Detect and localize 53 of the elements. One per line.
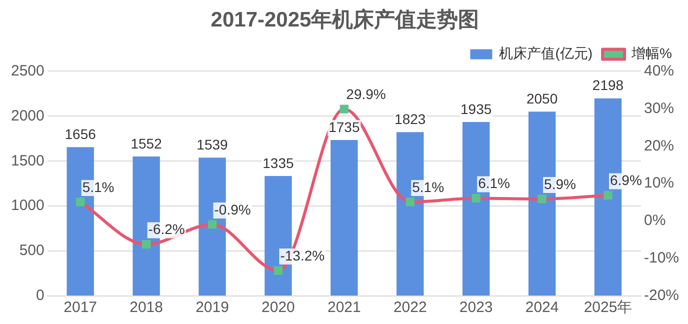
data-label: 1735 <box>328 118 360 135</box>
point <box>340 104 349 114</box>
legend-label: 增幅% <box>630 45 672 62</box>
y2-tick-label: 0% <box>644 212 666 230</box>
x-tick-label: 2020 <box>262 299 295 316</box>
data-label: 5.1% <box>82 178 114 195</box>
bar <box>330 140 358 296</box>
x-tick-label: 2021 <box>327 299 361 316</box>
y-tick-label: 0 <box>36 287 44 304</box>
x-tick-label: 2025年 <box>584 299 632 316</box>
legend-label: 机床产值(亿元) <box>499 45 593 62</box>
x-tick-label: 2017 <box>64 299 98 316</box>
y2-tick-label: 10% <box>644 174 674 192</box>
data-label: 6.1% <box>478 175 510 192</box>
point <box>274 266 283 275</box>
data-label: 1335 <box>262 154 294 171</box>
y-tick-label: 2000 <box>10 107 44 124</box>
data-label: -0.9% <box>214 201 251 218</box>
y2-tick-label: -20% <box>644 287 680 304</box>
y-tick-label: 1000 <box>10 197 44 214</box>
x-tick-label: 2019 <box>196 299 229 316</box>
y2-tick-label: 30% <box>644 100 674 117</box>
point <box>76 198 85 206</box>
data-label: 5.1% <box>412 178 444 195</box>
point <box>142 240 151 249</box>
data-label: -13.2% <box>280 247 325 264</box>
data-label: 5.9% <box>544 176 576 192</box>
x-tick-label: 2018 <box>130 299 163 316</box>
data-label: -6.2% <box>148 221 185 238</box>
y-tick-label: 1500 <box>10 152 44 170</box>
y-tick-label: 500 <box>19 242 44 260</box>
data-label: 2198 <box>592 77 624 94</box>
chart-title: 2017-2025年机床产值走势图 <box>210 7 480 32</box>
data-label: 1823 <box>394 110 426 127</box>
data-label: 1935 <box>460 100 492 117</box>
data-label: 29.9% <box>346 86 386 102</box>
point <box>472 194 480 203</box>
data-label: 2050 <box>526 90 558 107</box>
data-label: 6.9% <box>610 172 642 188</box>
x-tick-label: 2022 <box>393 299 427 316</box>
y2-tick-label: 20% <box>644 137 674 154</box>
point <box>208 220 217 229</box>
x-tick-label: 2023 <box>459 299 493 316</box>
y-tick-label: 2500 <box>10 62 44 80</box>
point <box>538 194 546 204</box>
point <box>406 198 414 206</box>
y2-tick-label: -10% <box>644 250 680 267</box>
x-tick-label: 2024 <box>525 299 559 316</box>
y2-tick-label: 40% <box>644 62 674 80</box>
point <box>604 190 612 200</box>
data-label: 1552 <box>130 135 162 152</box>
data-label: 1656 <box>64 126 96 142</box>
data-label: 1539 <box>196 136 228 152</box>
